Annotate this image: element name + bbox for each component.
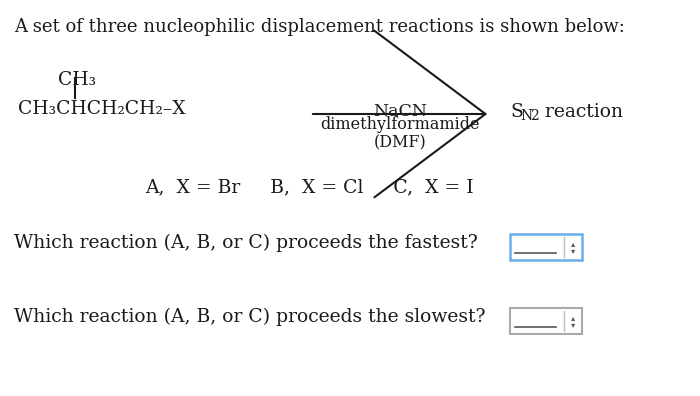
Text: CH₃CHCH₂CH₂–X: CH₃CHCH₂CH₂–X [18,100,186,118]
Text: (DMF): (DMF) [374,134,426,151]
Text: A,  X = Br     B,  X = Cl     C,  X = I: A, X = Br B, X = Cl C, X = I [145,178,474,196]
Text: ▴
▾: ▴ ▾ [571,313,575,329]
Text: 2: 2 [530,109,539,123]
Text: NaCN: NaCN [373,103,427,120]
Text: S: S [510,103,523,121]
Bar [510,234,582,260]
Text: CH₃: CH₃ [58,71,96,89]
Text: ▴
▾: ▴ ▾ [571,239,575,255]
Text: dimethylformamide: dimethylformamide [321,116,480,133]
Text: A set of three nucleophilic displacement reactions is shown below:: A set of three nucleophilic displacement… [14,18,625,36]
Text: Which reaction (A, B, or C) proceeds the fastest?: Which reaction (A, B, or C) proceeds the… [14,234,477,252]
Text: Which reaction (A, B, or C) proceeds the slowest?: Which reaction (A, B, or C) proceeds the… [14,308,486,326]
Text: reaction: reaction [539,103,623,121]
Bar [510,308,582,334]
Text: N: N [520,109,532,123]
